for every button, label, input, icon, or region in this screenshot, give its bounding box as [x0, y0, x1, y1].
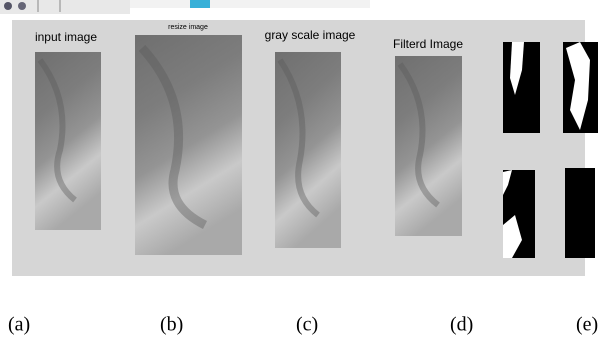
panel-title: resize image	[168, 24, 208, 31]
image	[35, 52, 101, 230]
image	[275, 52, 341, 248]
image	[135, 35, 242, 255]
panel-title: gray scale image	[265, 28, 356, 42]
caption: (a)	[8, 314, 30, 336]
image	[395, 56, 462, 236]
caption: (c)	[296, 314, 318, 336]
figure: input image resize image gray scale imag…	[0, 0, 603, 350]
panel-b: resize image	[135, 24, 242, 255]
caption: (e)	[576, 314, 598, 336]
panel-a: input image	[35, 30, 101, 230]
caption: (d)	[450, 314, 473, 336]
caption: (b)	[160, 314, 183, 336]
panel-title: Filterd Image	[393, 37, 463, 51]
panel-d: Filterd Image	[393, 37, 463, 236]
panel-title: input image	[35, 30, 97, 44]
binary-image	[565, 168, 595, 258]
